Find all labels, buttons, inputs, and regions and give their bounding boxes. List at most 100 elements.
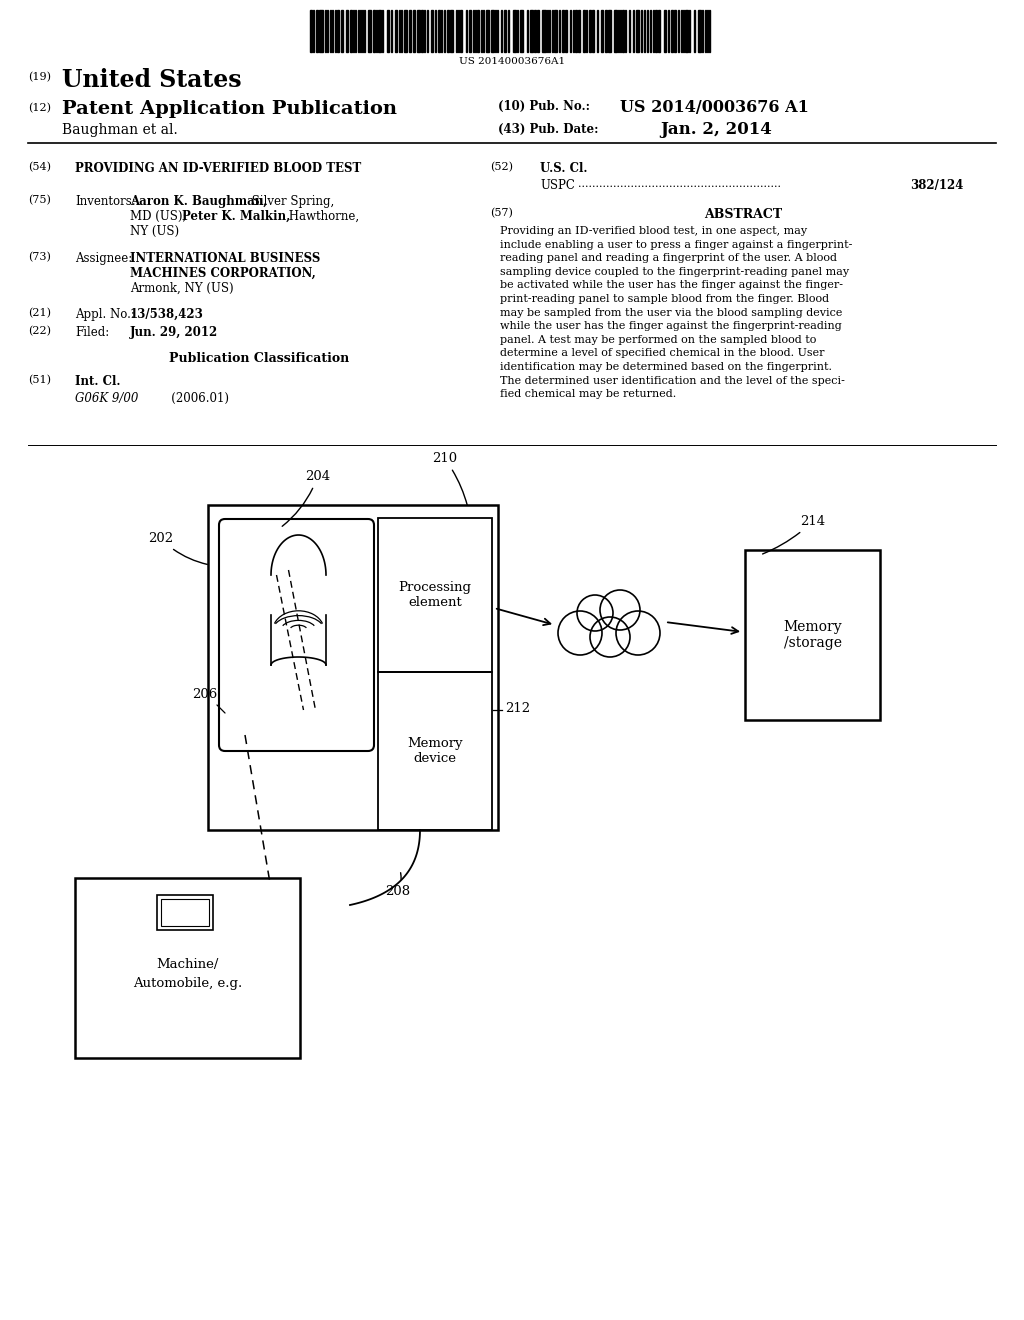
Bar [368, 11, 371, 51]
Text: Peter K. Malkin,: Peter K. Malkin, [182, 210, 290, 223]
Bar [387, 11, 389, 51]
Bar [316, 11, 318, 51]
Text: Baughman et al.: Baughman et al. [62, 123, 178, 137]
Text: (22): (22) [28, 326, 51, 337]
Text: (12): (12) [28, 103, 51, 114]
Text: Armonk, NY (US): Armonk, NY (US) [130, 282, 233, 294]
Text: Int. Cl.: Int. Cl. [75, 375, 121, 388]
Text: (52): (52) [490, 162, 513, 173]
Text: (10) Pub. No.:: (10) Pub. No.: [498, 100, 594, 114]
Bar [486, 11, 489, 51]
Text: Automobile, e.g.: Automobile, e.g. [133, 977, 242, 990]
Bar [373, 11, 375, 51]
Text: MACHINES CORPORATION,: MACHINES CORPORATION, [130, 267, 315, 280]
Bar [319, 11, 323, 51]
Bar [450, 11, 453, 51]
Bar [157, 895, 213, 931]
Circle shape [616, 611, 660, 655]
Text: Inventors:: Inventors: [75, 195, 136, 209]
Text: Jun. 29, 2012: Jun. 29, 2012 [130, 326, 218, 339]
Bar [578, 11, 580, 51]
Text: Processing
element: Processing element [398, 581, 471, 609]
Bar [745, 550, 880, 719]
Text: Patent Application Publication: Patent Application Publication [62, 100, 397, 117]
Bar [537, 11, 539, 51]
Bar [698, 11, 701, 51]
Bar [671, 11, 673, 51]
Text: 202: 202 [148, 532, 207, 565]
Text: Jan. 2, 2014: Jan. 2, 2014 [660, 121, 772, 139]
Text: NY (US): NY (US) [130, 224, 179, 238]
Bar [404, 11, 407, 51]
Text: MD (US);: MD (US); [130, 210, 190, 223]
Text: 210: 210 [432, 451, 467, 506]
Text: (2006.01): (2006.01) [160, 392, 229, 405]
Bar [421, 11, 423, 51]
Text: Hawthorne,: Hawthorne, [285, 210, 359, 223]
Bar [350, 11, 352, 51]
Bar [161, 899, 209, 927]
Text: Memory
device: Memory device [408, 737, 463, 766]
Bar [565, 11, 567, 51]
Text: U.S. Cl.: U.S. Cl. [540, 162, 588, 176]
Text: INTERNATIONAL BUSINESS: INTERNATIONAL BUSINESS [130, 252, 321, 265]
Bar [658, 11, 660, 51]
Text: (57): (57) [490, 209, 513, 218]
Bar [520, 11, 523, 51]
Bar [636, 11, 639, 51]
Text: PROVIDING AN ID-VERIFIED BLOOD TEST: PROVIDING AN ID-VERIFIED BLOOD TEST [75, 162, 361, 176]
Text: USPC: USPC [540, 180, 574, 191]
Bar [622, 11, 624, 51]
Bar [208, 506, 498, 830]
Bar [575, 11, 577, 51]
Bar [608, 11, 611, 51]
Circle shape [590, 616, 630, 657]
Bar [655, 11, 657, 51]
Bar [530, 11, 534, 51]
Bar [378, 11, 381, 51]
Bar [378, 517, 492, 672]
Text: (51): (51) [28, 375, 51, 385]
Bar [413, 11, 415, 51]
Text: United States: United States [62, 69, 242, 92]
Text: Silver Spring,: Silver Spring, [248, 195, 334, 209]
Bar [605, 11, 607, 51]
Bar [469, 11, 471, 51]
Bar [341, 11, 343, 51]
Text: Aaron K. Baughman,: Aaron K. Baughman, [130, 195, 267, 209]
Text: 212: 212 [505, 702, 530, 715]
Bar [337, 11, 339, 51]
Bar [417, 11, 420, 51]
Circle shape [558, 611, 602, 655]
Circle shape [577, 595, 613, 631]
Text: Appl. No.:: Appl. No.: [75, 308, 135, 321]
Bar [583, 11, 585, 51]
Text: (54): (54) [28, 162, 51, 173]
Text: 13/538,423: 13/538,423 [130, 308, 204, 321]
Bar [513, 11, 516, 51]
Text: ABSTRACT: ABSTRACT [703, 209, 782, 220]
Bar [664, 11, 666, 51]
Text: US 2014/0003676 A1: US 2014/0003676 A1 [620, 99, 809, 116]
Text: (21): (21) [28, 308, 51, 318]
Bar [395, 11, 397, 51]
Bar [477, 11, 479, 51]
Text: Providing an ID-verified blood test, in one aspect, may
include enabling a user : Providing an ID-verified blood test, in … [500, 226, 852, 399]
Bar [614, 11, 617, 51]
Bar [460, 11, 462, 51]
Circle shape [600, 590, 640, 630]
Text: Assignee:: Assignee: [75, 252, 132, 265]
Text: Filed:: Filed: [75, 326, 110, 339]
Text: Publication Classification: Publication Classification [169, 352, 349, 366]
Text: (73): (73) [28, 252, 51, 263]
Bar [685, 11, 688, 51]
Bar [378, 672, 492, 830]
Bar [554, 11, 557, 51]
Text: G06K 9/00: G06K 9/00 [75, 392, 138, 405]
Bar [438, 11, 440, 51]
Bar [409, 11, 411, 51]
Bar [601, 11, 603, 51]
Bar [447, 11, 449, 51]
Bar [310, 11, 312, 51]
Text: 208: 208 [385, 873, 411, 898]
